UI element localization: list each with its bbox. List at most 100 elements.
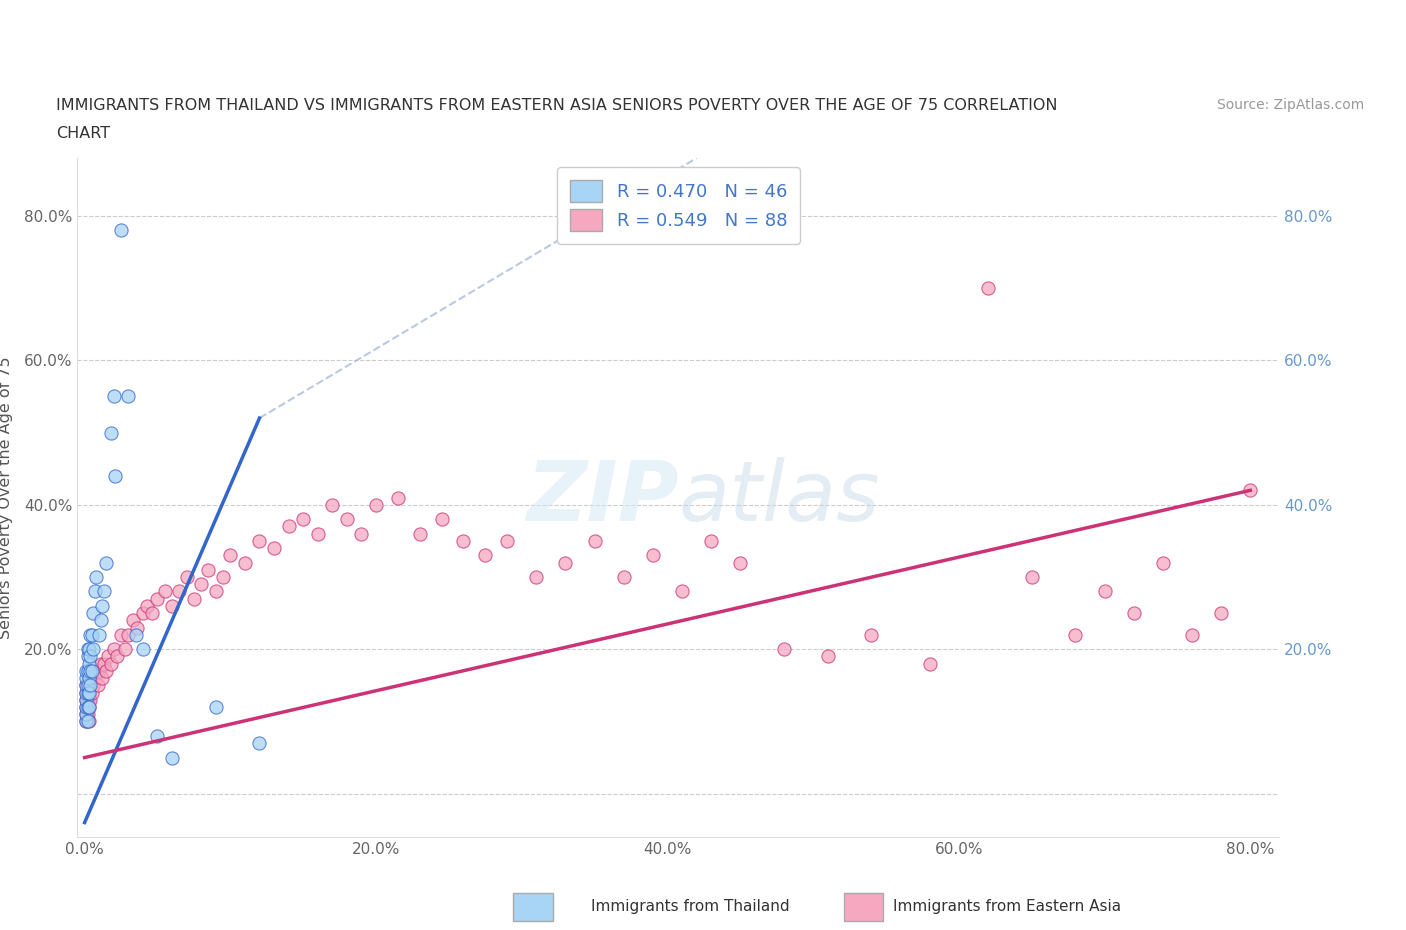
Point — [817, 649, 839, 664]
Point — [87, 678, 110, 693]
Point — [169, 584, 191, 599]
Point — [76, 649, 98, 664]
Point — [583, 534, 606, 549]
Point — [76, 685, 98, 700]
Text: Immigrants from Thailand: Immigrants from Thailand — [591, 899, 789, 914]
Point — [117, 389, 139, 404]
Point — [197, 563, 219, 578]
Point — [1211, 605, 1233, 620]
Point — [75, 692, 97, 707]
Point — [524, 569, 547, 584]
Point — [76, 642, 98, 657]
Point — [91, 671, 114, 685]
Point — [233, 555, 256, 570]
Point — [263, 540, 285, 555]
Point — [430, 512, 453, 526]
Point — [93, 584, 115, 599]
Point — [77, 685, 100, 700]
Point — [82, 605, 104, 620]
Point — [76, 663, 98, 678]
Point — [671, 584, 693, 599]
Point — [75, 707, 97, 722]
Point — [114, 642, 136, 657]
Point — [387, 490, 409, 505]
Point — [79, 649, 101, 664]
Point — [76, 678, 98, 693]
Point — [190, 577, 212, 591]
Point — [77, 699, 100, 714]
Point — [90, 657, 112, 671]
Point — [124, 628, 146, 643]
Point — [77, 671, 100, 685]
Point — [96, 663, 118, 678]
Point — [103, 389, 125, 404]
Point — [90, 613, 112, 628]
Point — [82, 642, 104, 657]
Point — [79, 663, 101, 678]
Legend: R = 0.470   N = 46, R = 0.549   N = 88: R = 0.470 N = 46, R = 0.549 N = 88 — [557, 167, 800, 244]
Point — [77, 685, 100, 700]
Point — [84, 569, 107, 584]
Point — [977, 281, 1000, 296]
Point — [204, 584, 226, 599]
Point — [860, 628, 883, 643]
Point — [110, 628, 132, 643]
Point — [89, 628, 111, 643]
Point — [93, 657, 115, 671]
Point — [83, 671, 105, 685]
Point — [1239, 483, 1261, 498]
Point — [132, 642, 155, 657]
Point — [75, 678, 97, 693]
Point — [75, 685, 97, 700]
Point — [496, 534, 519, 549]
Point — [77, 642, 100, 657]
Point — [110, 223, 132, 238]
Text: Source: ZipAtlas.com: Source: ZipAtlas.com — [1216, 98, 1364, 112]
Point — [117, 628, 139, 643]
Point — [132, 605, 155, 620]
Point — [219, 548, 242, 563]
Point — [82, 678, 104, 693]
Point — [100, 425, 122, 440]
Point — [336, 512, 359, 526]
Point — [292, 512, 315, 526]
Point — [160, 598, 183, 613]
Point — [79, 663, 101, 678]
Point — [83, 584, 105, 599]
Point — [77, 657, 100, 671]
Point — [350, 526, 373, 541]
Point — [277, 519, 299, 534]
Point — [176, 569, 198, 584]
Point — [89, 663, 111, 678]
Point — [153, 584, 176, 599]
Point — [641, 548, 664, 563]
Point — [75, 699, 97, 714]
Point — [75, 699, 97, 714]
Point — [121, 613, 143, 628]
Point — [100, 657, 122, 671]
Point — [141, 605, 163, 620]
Point — [91, 598, 114, 613]
Text: atlas: atlas — [679, 457, 880, 538]
Point — [146, 591, 169, 606]
Point — [103, 642, 125, 657]
Point — [212, 569, 235, 584]
Point — [76, 663, 98, 678]
Point — [80, 685, 103, 700]
Point — [75, 671, 97, 685]
Point — [1122, 605, 1144, 620]
Point — [79, 628, 101, 643]
Point — [80, 628, 103, 643]
Point — [76, 692, 98, 707]
Point — [75, 714, 97, 729]
Text: IMMIGRANTS FROM THAILAND VS IMMIGRANTS FROM EASTERN ASIA SENIORS POVERTY OVER TH: IMMIGRANTS FROM THAILAND VS IMMIGRANTS F… — [56, 98, 1057, 113]
Point — [76, 699, 98, 714]
Point — [97, 649, 120, 664]
Point — [104, 469, 127, 484]
Point — [773, 642, 796, 657]
Point — [249, 736, 271, 751]
Point — [474, 548, 496, 563]
Point — [79, 692, 101, 707]
Point — [204, 699, 226, 714]
Point — [453, 534, 475, 549]
